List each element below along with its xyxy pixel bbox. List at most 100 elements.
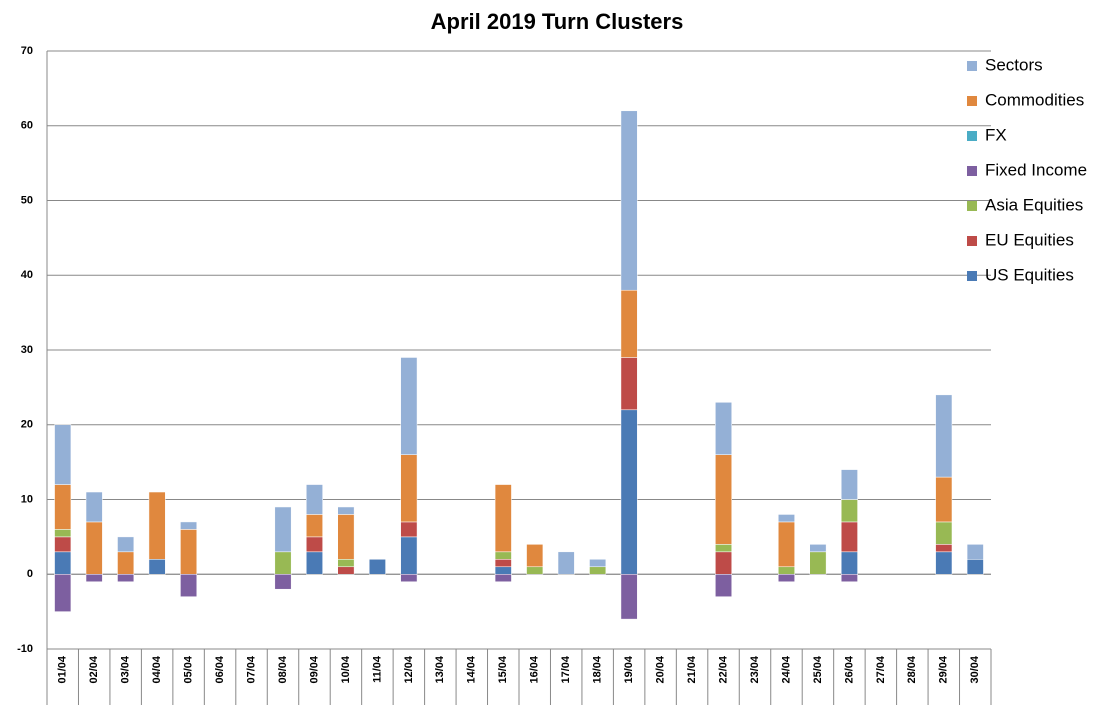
bar-segment xyxy=(778,574,795,582)
bar-segment xyxy=(85,574,103,582)
bar-segment xyxy=(589,566,607,575)
bar-segment xyxy=(840,551,858,575)
x-tick-label: 23/04 xyxy=(749,655,761,683)
bar-segment xyxy=(557,551,575,575)
bar-segment xyxy=(494,559,512,568)
bar-segment xyxy=(54,551,72,575)
bar-segment xyxy=(935,394,953,478)
bar-segment xyxy=(494,484,512,553)
x-tick-label: 24/04 xyxy=(780,655,792,683)
bar-segment xyxy=(778,514,795,523)
legend-swatch xyxy=(967,236,977,246)
bar-segment xyxy=(935,551,953,575)
bar-segment xyxy=(337,559,355,568)
bar-segment xyxy=(400,521,418,538)
y-tick-label: 20 xyxy=(21,419,33,431)
bar-segment xyxy=(840,521,858,553)
bar-segment xyxy=(148,491,166,560)
bar-segment xyxy=(966,544,984,560)
bar-segment xyxy=(778,521,795,568)
bar-segment xyxy=(935,476,953,523)
bar-segment xyxy=(274,574,292,590)
bar-segment xyxy=(274,506,292,553)
bar-segment xyxy=(620,357,638,411)
legend-label: Sectors xyxy=(985,55,1043,74)
bar-segment xyxy=(337,514,355,560)
y-tick-label: 50 xyxy=(21,194,33,206)
bar-segment xyxy=(715,551,732,575)
bar-segment xyxy=(715,544,732,553)
bar-segment xyxy=(715,574,732,597)
x-tick-label: 27/04 xyxy=(875,655,887,683)
bar-segment xyxy=(809,551,827,575)
bar-segment xyxy=(400,454,418,523)
x-tick-label: 07/04 xyxy=(245,655,257,683)
y-tick-label: 60 xyxy=(21,120,33,132)
x-tick-label: 30/04 xyxy=(969,655,981,683)
bar-segment xyxy=(306,484,323,515)
bar-segment xyxy=(400,574,418,582)
bar-segment xyxy=(337,566,355,575)
bar-segment xyxy=(306,551,323,575)
bar-segment xyxy=(935,521,953,545)
x-tick-label: 15/04 xyxy=(497,655,509,683)
bar-segment xyxy=(620,409,638,575)
chart-title: April 2019 Turn Clusters xyxy=(431,9,684,34)
bar-segment xyxy=(180,521,198,530)
legend-label: Commodities xyxy=(985,90,1084,109)
bar-segment xyxy=(778,566,795,575)
x-tick-label: 28/04 xyxy=(906,655,918,683)
bar-segment xyxy=(526,566,544,575)
x-tick-label: 22/04 xyxy=(717,655,729,683)
bar-segment xyxy=(494,551,512,560)
x-tick-label: 05/04 xyxy=(183,655,195,683)
y-tick-label: 70 xyxy=(21,45,33,57)
bar-segment xyxy=(935,544,953,553)
x-tick-label: 12/04 xyxy=(403,655,415,683)
bar-segment xyxy=(274,551,292,575)
x-tick-label: 26/04 xyxy=(843,655,855,683)
bar-segment xyxy=(840,574,858,582)
x-tick-label: 11/04 xyxy=(371,655,383,683)
bar-segment xyxy=(494,574,512,582)
bar-segment xyxy=(966,559,984,575)
x-tick-label: 18/04 xyxy=(592,655,604,683)
bar-segment xyxy=(840,469,858,500)
legend-label: EU Equities xyxy=(985,230,1074,249)
bar-segment xyxy=(840,499,858,523)
x-tick-label: 08/04 xyxy=(277,655,289,683)
x-tick-label: 10/04 xyxy=(340,655,352,683)
y-tick-label: -10 xyxy=(17,643,33,655)
legend-swatch xyxy=(967,61,977,71)
bar-segment xyxy=(809,544,827,553)
legend-label: FX xyxy=(985,125,1007,144)
bar-segment xyxy=(368,559,386,575)
x-tick-label: 29/04 xyxy=(938,655,950,683)
bar-segment xyxy=(54,424,72,485)
bar-segment xyxy=(589,559,607,568)
y-tick-label: 30 xyxy=(21,344,33,356)
bar-segment xyxy=(400,357,418,455)
bar-segment xyxy=(306,536,323,553)
bar-segment xyxy=(54,574,72,612)
legend-label: US Equities xyxy=(985,265,1074,284)
bar-segment xyxy=(148,559,166,575)
x-tick-label: 21/04 xyxy=(686,655,698,683)
bar-segment xyxy=(54,529,72,538)
bar-segment xyxy=(85,491,103,523)
x-tick-label: 02/04 xyxy=(88,655,100,683)
bar-segment xyxy=(54,536,72,553)
x-tick-label: 06/04 xyxy=(214,655,226,683)
bar-segment xyxy=(400,536,418,575)
y-tick-label: 0 xyxy=(27,568,33,580)
bar-segment xyxy=(715,454,732,545)
bar-segment xyxy=(85,521,103,575)
legend-swatch xyxy=(967,201,977,211)
bar-segment xyxy=(117,574,135,582)
x-tick-label: 16/04 xyxy=(529,655,541,683)
x-tick-label: 19/04 xyxy=(623,655,635,683)
x-tick-label: 13/04 xyxy=(434,655,446,683)
bar-segment xyxy=(117,551,135,575)
bar-segment xyxy=(494,566,512,575)
